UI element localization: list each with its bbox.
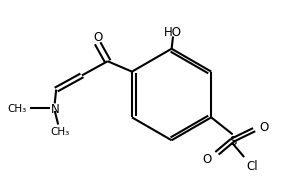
Text: S: S bbox=[229, 135, 236, 148]
Text: HO: HO bbox=[164, 26, 182, 39]
Text: CH₃: CH₃ bbox=[51, 127, 70, 137]
Text: Cl: Cl bbox=[247, 160, 258, 173]
Text: O: O bbox=[202, 153, 211, 166]
Text: O: O bbox=[93, 31, 102, 44]
Text: CH₃: CH₃ bbox=[7, 104, 26, 114]
Text: O: O bbox=[260, 121, 269, 134]
Text: N: N bbox=[50, 102, 59, 115]
